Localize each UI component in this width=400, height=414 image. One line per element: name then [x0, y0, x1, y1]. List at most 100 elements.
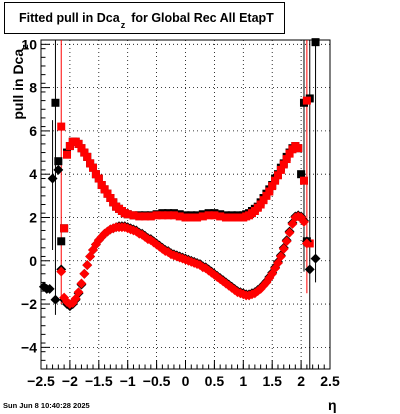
square-marker: [51, 98, 60, 107]
square-marker: [135, 212, 144, 221]
square-marker: [123, 210, 132, 219]
square-marker: [302, 96, 311, 105]
square-marker: [77, 144, 86, 153]
square-marker: [57, 237, 66, 246]
square-marker: [273, 171, 282, 180]
grid: [41, 40, 330, 369]
x-tick-label: 1.5: [262, 373, 282, 389]
square-marker: [259, 196, 268, 205]
square-marker: [285, 149, 294, 158]
x-axis-label: η: [328, 397, 337, 413]
square-marker: [152, 211, 161, 220]
title-subscript: z: [120, 20, 126, 30]
diamond-marker: [50, 294, 61, 305]
y-tick-label: 2: [29, 209, 37, 225]
y-axis-label: pull in Dcaz: [10, 42, 30, 122]
square-marker: [262, 191, 271, 200]
diamond-marker: [281, 236, 292, 247]
diamond-marker: [284, 227, 295, 238]
square-marker: [299, 176, 308, 185]
square-marker: [233, 213, 242, 222]
x-tick-label: −2.5: [27, 373, 55, 389]
square-marker: [158, 211, 167, 220]
square-marker: [294, 144, 303, 153]
square-marker: [276, 165, 285, 174]
x-tick-label: −1.5: [85, 373, 113, 389]
diamond-marker: [79, 268, 90, 279]
diamond-marker: [82, 260, 93, 271]
square-marker: [256, 200, 265, 209]
y-tick-label: 0: [29, 253, 37, 269]
chart-title: Fitted pull in Dcaz for Global Rec All Et…: [19, 11, 274, 30]
square-marker: [265, 187, 274, 196]
square-marker: [74, 139, 83, 148]
y-tick-label: 6: [29, 123, 37, 139]
square-marker: [94, 174, 103, 183]
title-rest: for Global Rec All EtapT: [131, 11, 274, 25]
square-marker: [57, 122, 66, 131]
diamond-marker: [310, 253, 321, 264]
x-tick-label: 1: [239, 373, 247, 389]
x-tick-label: 2: [297, 373, 305, 389]
square-marker: [106, 194, 115, 203]
diamond-marker: [304, 264, 315, 275]
square-marker: [103, 189, 112, 198]
timestamp-footer: Sun Jun 8 10:40:28 2025: [3, 401, 90, 410]
square-marker: [187, 213, 196, 222]
diamond-marker: [76, 278, 87, 289]
square-marker: [227, 213, 236, 222]
square-marker: [141, 212, 150, 221]
tick-labels: −2.5 −2 −1.5 −1 −0.5 0 0.5 1 1.5 2 2.5 −4 −2 0 2 4 6 8 10: [21, 36, 340, 389]
diamond-marker: [299, 216, 309, 227]
square-marker: [181, 213, 190, 222]
diamond-marker: [301, 238, 312, 249]
y-tick-label: 8: [29, 80, 37, 96]
square-marker: [80, 148, 89, 157]
square-marker: [198, 212, 207, 221]
diamond-marker: [275, 251, 286, 262]
square-marker: [279, 160, 288, 169]
y-axis-label-subscript: z: [20, 44, 30, 49]
y-tick-label: −4: [21, 339, 37, 355]
title-box: Fitted pull in Dcaz for Global Rec All Et…: [4, 2, 285, 34]
square-marker: [109, 198, 118, 207]
square-marker: [216, 212, 225, 221]
square-marker: [83, 152, 92, 161]
diamond-marker: [47, 173, 58, 184]
x-tick-label: 0: [182, 373, 190, 389]
square-marker: [100, 185, 109, 194]
x-tick-label: −0.5: [143, 373, 171, 389]
x-tick-label: −2: [62, 373, 78, 389]
square-marker: [97, 181, 106, 190]
square-marker: [311, 38, 320, 47]
diamond-marker: [278, 243, 289, 254]
square-marker: [164, 211, 173, 220]
axis-ticks: [40, 39, 331, 370]
y-tick-label: 4: [29, 166, 37, 182]
x-tick-label: 0.5: [205, 373, 225, 389]
title-main: Fitted pull in Dca: [19, 11, 120, 25]
square-marker: [193, 213, 202, 222]
square-marker: [89, 163, 98, 172]
square-marker: [204, 211, 213, 220]
square-marker: [297, 170, 306, 179]
square-marker: [175, 212, 184, 221]
square-marker: [129, 211, 138, 220]
square-marker: [169, 211, 178, 220]
square-marker: [63, 150, 72, 159]
square-marker: [65, 142, 74, 151]
x-tick-label: 2.5: [320, 373, 340, 389]
data-markers: [38, 38, 321, 312]
square-marker: [210, 211, 219, 220]
y-axis-label-text: pull in Dca: [10, 48, 26, 120]
square-marker: [221, 213, 230, 222]
x-tick-label: −1: [120, 373, 136, 389]
square-marker: [282, 155, 291, 164]
error-bars: [52, 40, 317, 369]
y-tick-label: 10: [21, 36, 37, 52]
square-marker: [146, 212, 155, 221]
y-tick-label: −2: [21, 296, 37, 312]
square-marker: [60, 224, 69, 233]
diamond-marker: [53, 164, 64, 175]
